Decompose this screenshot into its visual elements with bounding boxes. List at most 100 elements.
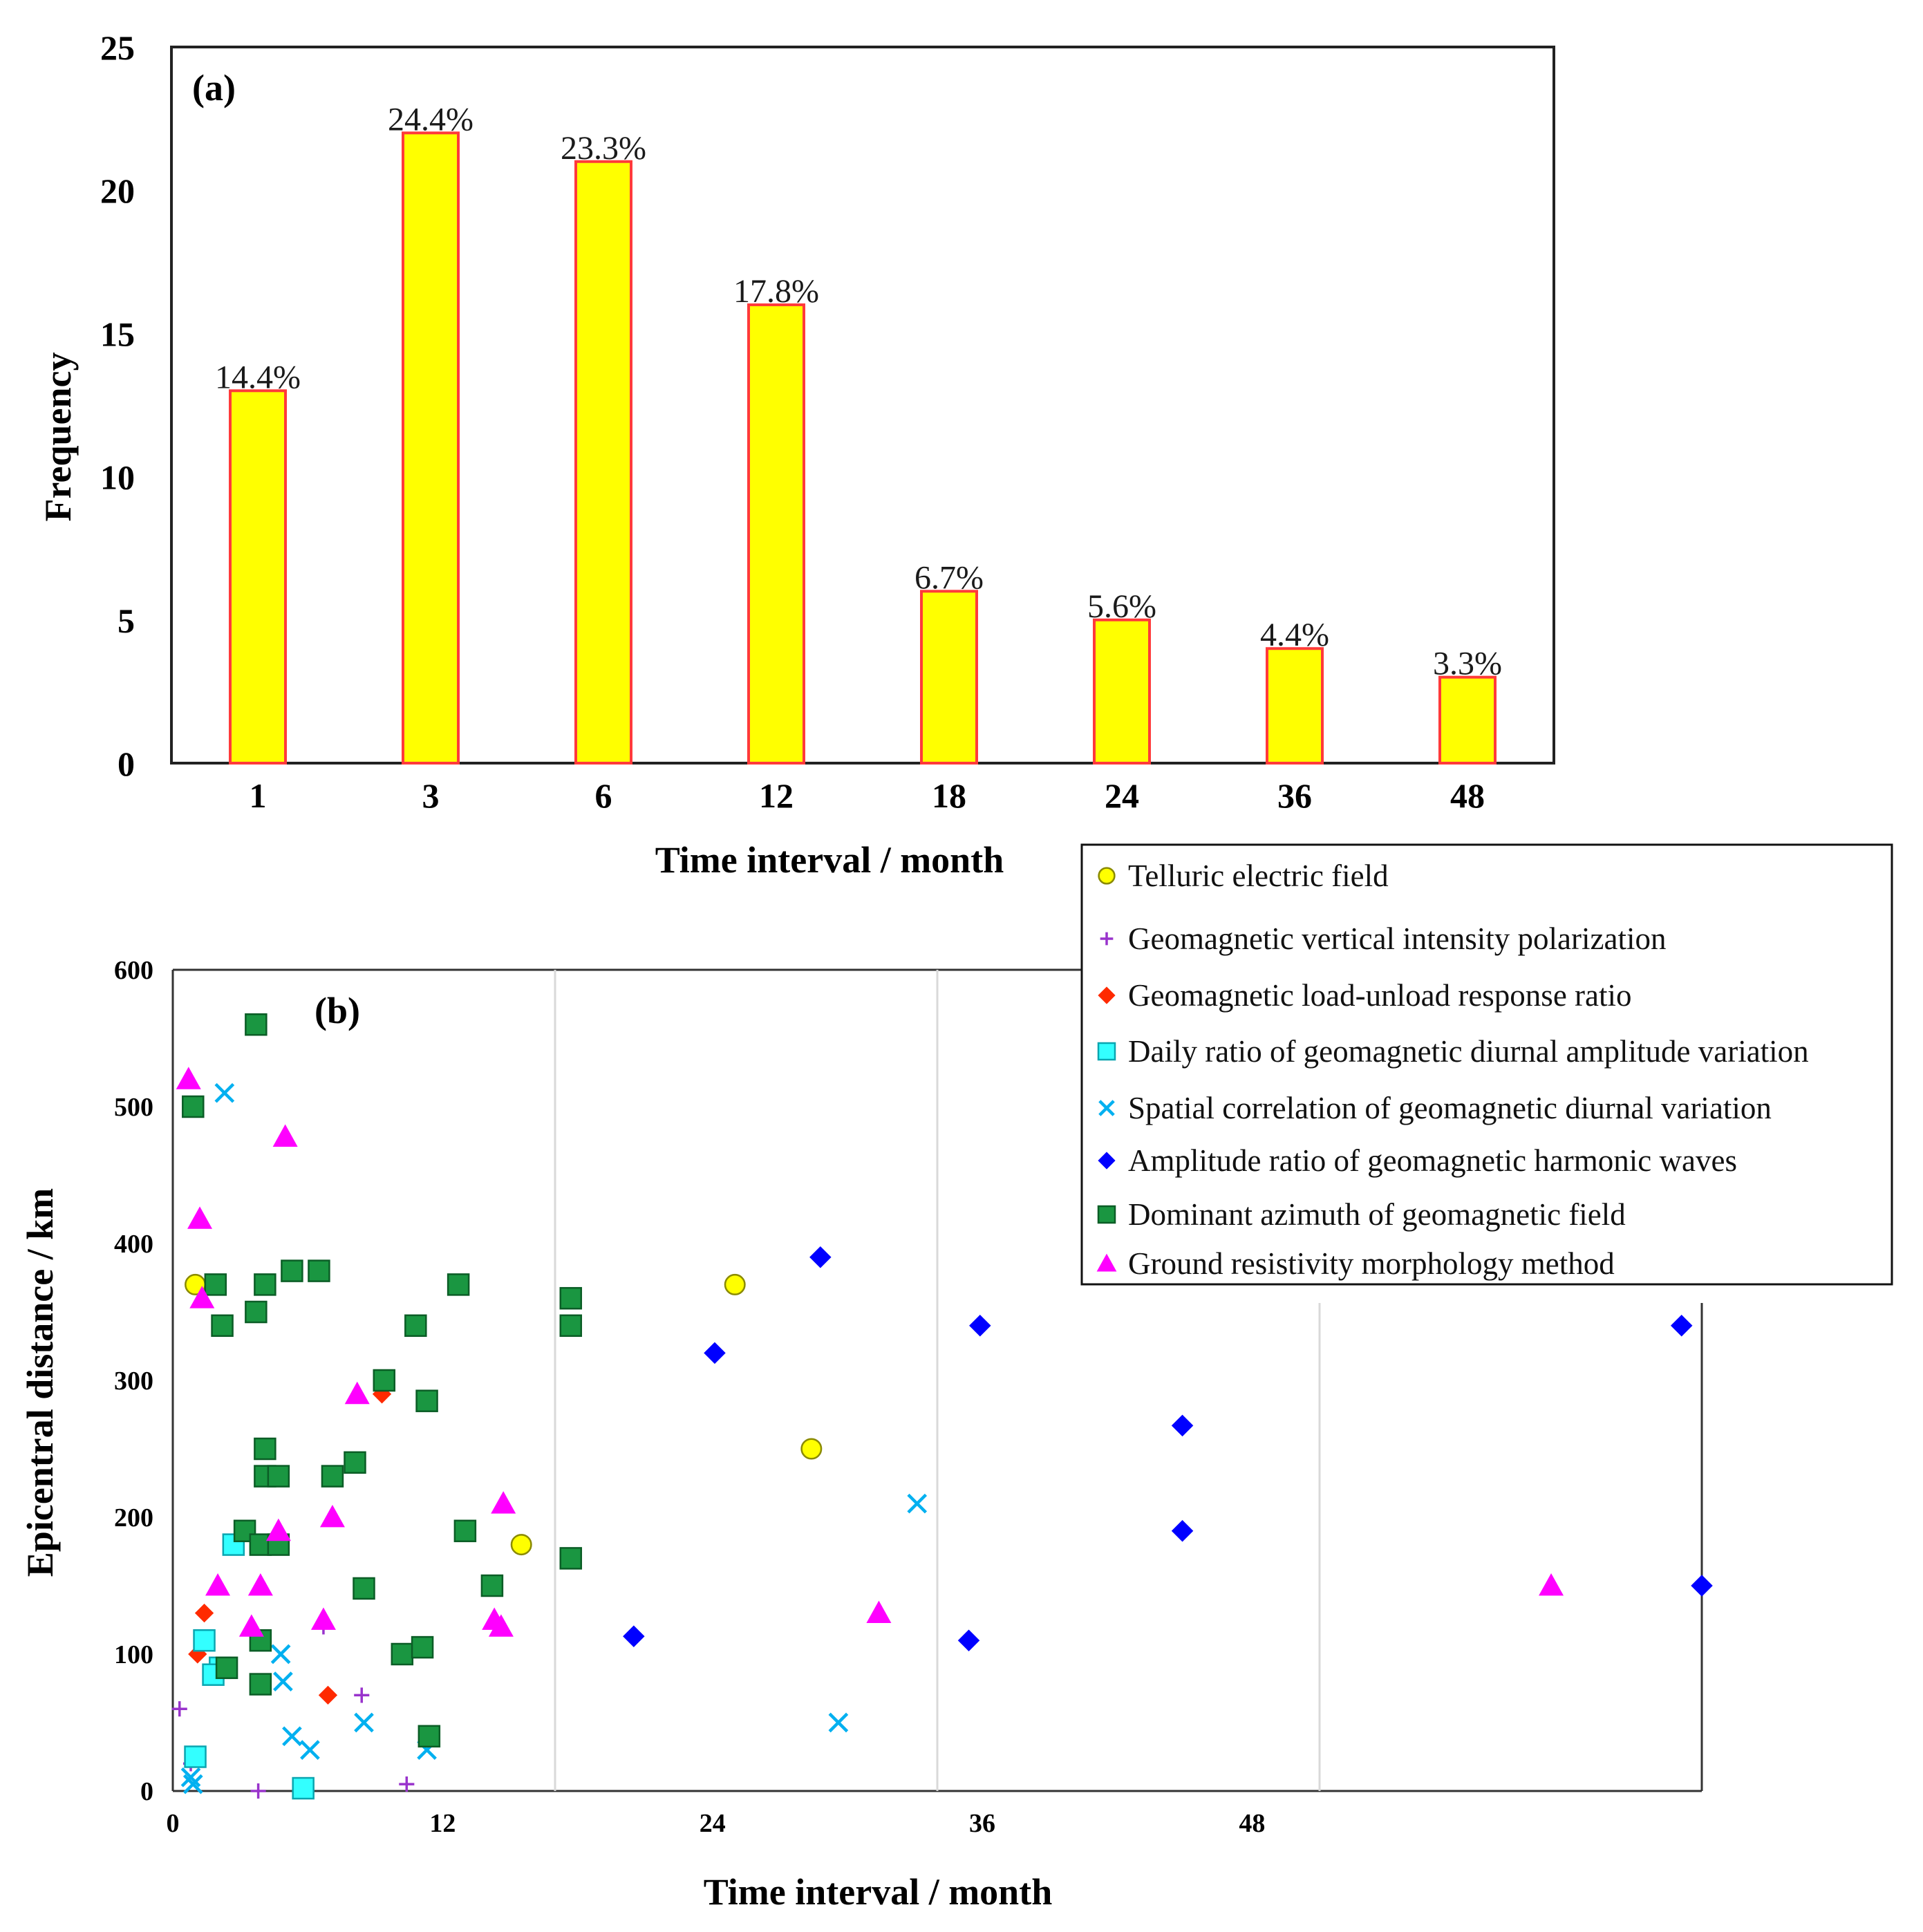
panel-b-data-point xyxy=(300,1740,320,1760)
panel-b-data-point xyxy=(957,1629,980,1651)
panel-b-data-point xyxy=(188,1644,207,1664)
panel-b-data-point xyxy=(404,1314,427,1338)
panel-b-data-point xyxy=(250,1783,266,1799)
legend-marker xyxy=(1098,1152,1116,1170)
panel-b-data-point xyxy=(282,1726,302,1747)
panel-b-data-point xyxy=(344,1451,366,1474)
legend-marker xyxy=(1097,1205,1116,1224)
panel-b-data-point xyxy=(447,1273,470,1296)
panel-a-x-tick-label: 36 xyxy=(1277,776,1312,815)
panel-b-data-point xyxy=(214,1082,235,1103)
legend-marker xyxy=(1097,1042,1116,1061)
legend-marker xyxy=(1098,867,1116,885)
panel-b-data-point xyxy=(215,1656,238,1680)
panel-b-data-point xyxy=(418,1725,441,1748)
panel-b-y-tick-label: 500 xyxy=(114,1093,153,1122)
panel-b-points xyxy=(171,1013,1713,1800)
panel-b-data-point xyxy=(308,1259,330,1282)
panel-b-data-point xyxy=(273,1671,293,1691)
panel-a-bar xyxy=(402,131,460,765)
panel-a-plot-area xyxy=(170,46,1555,765)
legend-item-label: Telluric electric field xyxy=(1128,859,1389,893)
panel-a-x-tick-label: 48 xyxy=(1450,776,1485,815)
panel-b-y-ticks: 0 100 200 300 400 500 600 xyxy=(114,956,153,1806)
panel-b-data-point xyxy=(247,1573,273,1596)
panel-b-y-tick-label: 100 xyxy=(114,1640,153,1669)
panel-b-data-point xyxy=(321,1465,344,1488)
panel-b-data-point xyxy=(800,1438,823,1460)
panel-b-label: (b) xyxy=(315,990,360,1031)
panel-b-data-point xyxy=(399,1776,415,1792)
panel-b-data-point xyxy=(559,1286,583,1310)
panel-b-data-point xyxy=(254,1273,276,1296)
panel-b-data-point xyxy=(354,1687,370,1703)
legend: Telluric electric field Geomagnetic verti… xyxy=(1080,843,1893,1286)
panel-b-data-point xyxy=(907,1493,928,1514)
panel-a: 14.4% 24.4% 23.3% 17.8% 6.7% 5.6% 4.4% 3.3% 0 5 1… xyxy=(37,28,1555,881)
panel-a-bar-data-label: 17.8% xyxy=(733,273,819,310)
panel-b-data-point xyxy=(1171,1414,1194,1437)
panel-a-y-tick-label: 25 xyxy=(100,28,135,67)
panel-b-data-point xyxy=(1691,1575,1713,1597)
panel-b-y-tick-label: 400 xyxy=(114,1230,153,1259)
panel-b-x-tick-label: 24 xyxy=(700,1809,726,1838)
panel-b-y-tick-label: 600 xyxy=(114,956,153,985)
panel-b-x-tick-label: 36 xyxy=(969,1809,995,1838)
panel-b-data-point xyxy=(1171,1520,1194,1542)
panel-a-x-tick-label: 12 xyxy=(759,776,794,815)
panel-a-x-tick-label: 3 xyxy=(422,776,440,815)
legend-items: Telluric electric field Geomagnetic verti… xyxy=(1096,859,1809,1281)
panel-a-y-ticks: 0 5 10 15 20 25 xyxy=(100,28,135,783)
panel-b-y-tick-label: 200 xyxy=(114,1503,153,1532)
panel-a-y-axis-label: Frequency xyxy=(37,353,79,522)
panel-b-data-point xyxy=(194,1603,214,1623)
panel-b-x-tick-label: 48 xyxy=(1239,1809,1265,1838)
panel-b-data-point xyxy=(415,1389,438,1412)
panel-b-data-point xyxy=(353,1577,375,1600)
panel-b-data-point xyxy=(238,1614,264,1637)
panel-b-data-point xyxy=(265,1518,291,1541)
panel-b-data-point xyxy=(453,1519,477,1543)
panel-b-data-point xyxy=(205,1573,231,1596)
panel-b-data-point xyxy=(182,1095,205,1118)
panel-b-x-tick-label: 0 xyxy=(167,1809,180,1838)
panel-b-data-point xyxy=(969,1315,991,1337)
panel-b-data-point xyxy=(391,1642,414,1666)
panel-b-data-point xyxy=(809,1246,832,1268)
panel-b-data-point xyxy=(704,1342,726,1364)
panel-b-data-point xyxy=(176,1067,201,1089)
panel-b-gridlines xyxy=(554,970,1321,1791)
panel-b-data-point xyxy=(1670,1315,1693,1337)
panel-b-data-point xyxy=(559,1547,583,1570)
panel-b-data-point xyxy=(189,1286,215,1309)
panel-b-data-point xyxy=(267,1465,290,1488)
panel-b-data-point xyxy=(182,1774,203,1794)
legend-item-label: Spatial correlation of geomagnetic diurn… xyxy=(1128,1091,1772,1125)
panel-b-data-point xyxy=(204,1273,227,1296)
panel-a-bar-data-label: 3.3% xyxy=(1433,646,1502,682)
panel-a-bar-data-label: 6.7% xyxy=(914,559,984,596)
panel-b-data-point xyxy=(180,1767,201,1788)
panel-b-data-point xyxy=(281,1259,303,1282)
panel-a-x-ticks: 1 3 6 12 18 24 36 48 xyxy=(250,776,1485,815)
panel-b-y-tick-label: 0 xyxy=(140,1777,153,1806)
panel-b-data-point xyxy=(254,1437,276,1461)
panel-b: 0 100 200 300 400 500 600 0 12 24 36 48 (b) Time i… xyxy=(19,956,1713,1913)
panel-b-data-point xyxy=(211,1314,234,1338)
panel-b-data-point xyxy=(184,1745,207,1768)
panel-b-data-point xyxy=(411,1635,434,1659)
legend-item-label: Ground resistivity morphology method xyxy=(1128,1246,1615,1281)
legend-box xyxy=(1080,843,1893,1286)
panel-a-y-tick-label: 15 xyxy=(100,315,135,353)
panel-a-bar-data-label: 14.4% xyxy=(215,359,301,395)
panel-b-data-point xyxy=(354,1712,374,1733)
panel-a-x-tick-label: 24 xyxy=(1105,776,1139,815)
panel-b-data-point xyxy=(319,1505,345,1528)
panel-b-data-point xyxy=(510,1534,532,1556)
legend-item-label: Geomagnetic load-unload response ratio xyxy=(1128,978,1632,1013)
panel-b-data-point xyxy=(310,1607,336,1630)
legend-item-label: Dominant azimuth of geomagnetic field xyxy=(1128,1197,1626,1232)
panel-b-data-point xyxy=(344,1381,370,1405)
panel-a-x-tick-label: 18 xyxy=(932,776,966,815)
panel-b-data-point xyxy=(270,1644,291,1664)
